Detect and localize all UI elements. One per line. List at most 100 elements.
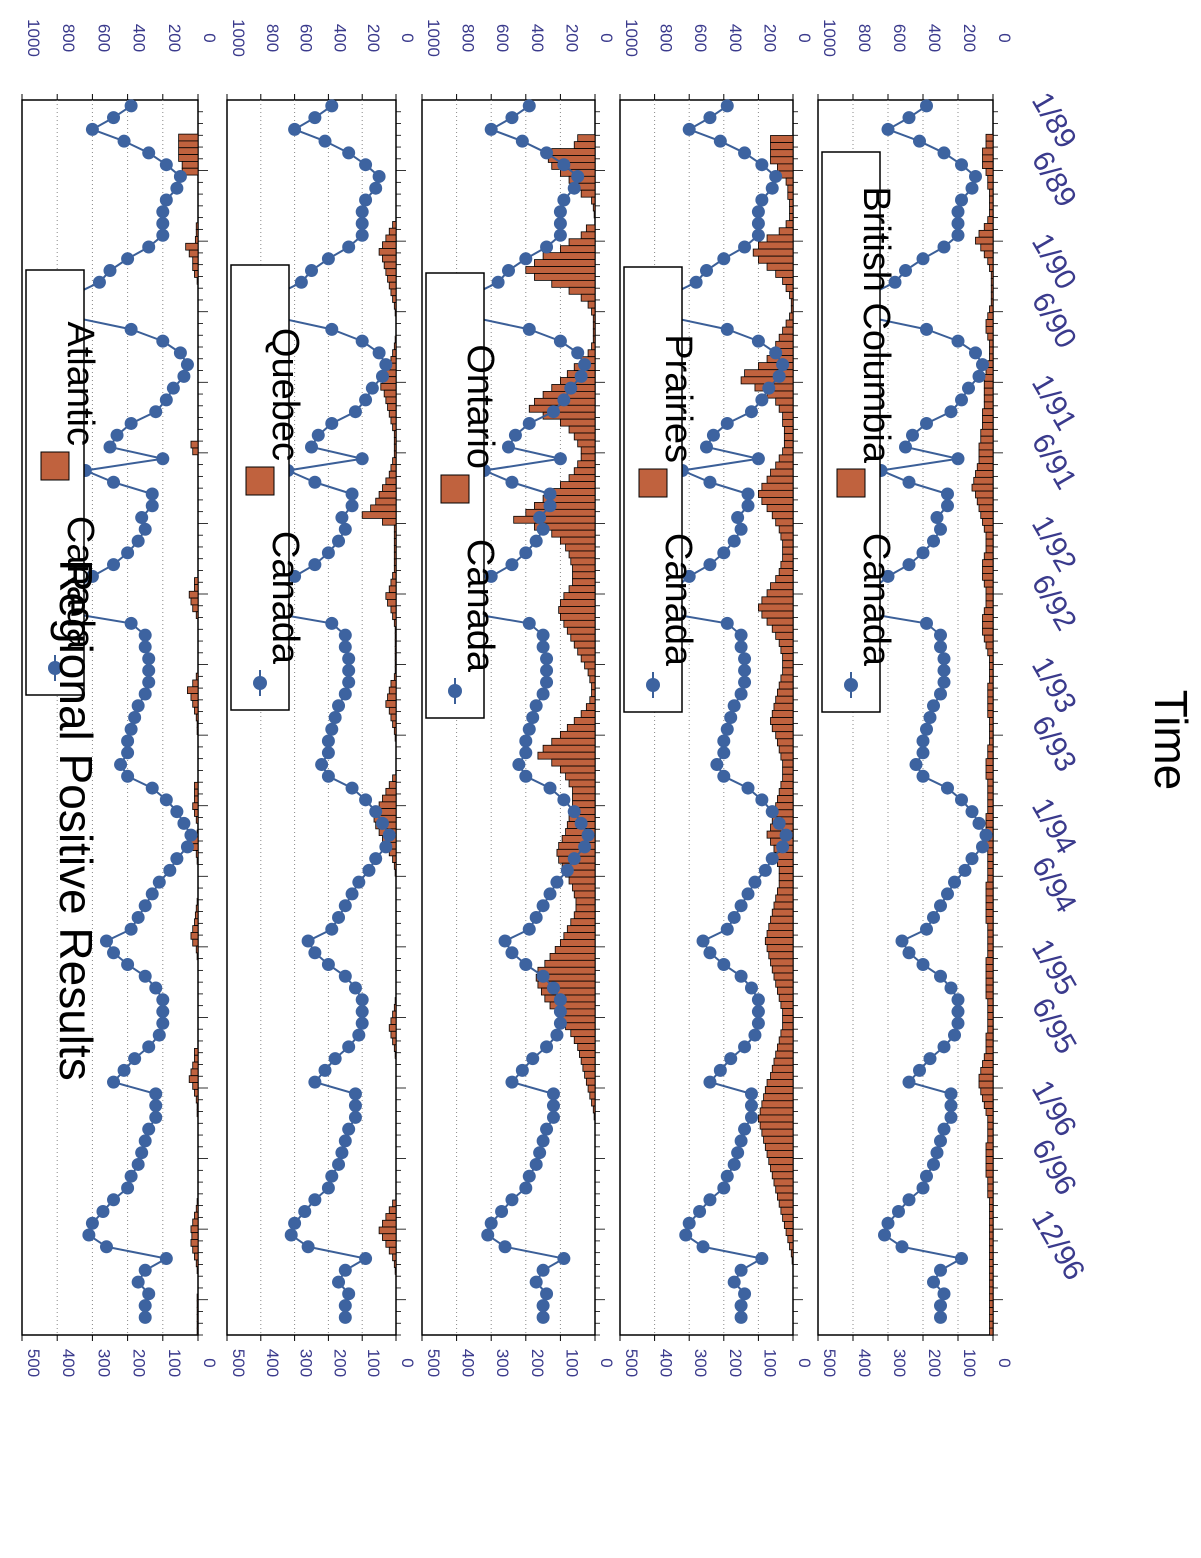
canada-point [906, 428, 919, 442]
canada-point [557, 1252, 571, 1266]
canada-point [944, 1099, 958, 1113]
region-bar [775, 575, 794, 584]
canada-point [720, 922, 734, 936]
canada-point [578, 358, 592, 372]
region-bar [985, 964, 994, 972]
canada-point [546, 1099, 560, 1113]
canada-point [738, 1287, 752, 1301]
left-axis-tick: 200 [528, 1349, 547, 1377]
canada-point [578, 840, 592, 854]
canada-point [332, 1157, 346, 1171]
region-bar [761, 1128, 794, 1137]
right-axis-tick: 200 [760, 24, 779, 52]
canada-point [138, 640, 152, 654]
canada-point [308, 946, 322, 960]
canada-point [734, 1310, 748, 1324]
region-bar [565, 1022, 596, 1031]
canada-point [114, 758, 128, 772]
canada-point [328, 1052, 342, 1066]
canada-point [902, 1193, 916, 1207]
canada-point [131, 699, 145, 713]
right-axis-tick: 600 [94, 24, 113, 52]
region-bar [563, 932, 596, 940]
region-bar [194, 1054, 199, 1063]
right-axis-tick: 400 [925, 24, 944, 52]
region-bar [780, 1206, 794, 1215]
canada-point [124, 1169, 138, 1183]
region-bar [983, 250, 994, 259]
region-bar [983, 607, 994, 615]
canada-point [550, 875, 564, 889]
region-bar [534, 273, 596, 281]
region-bar [188, 590, 199, 599]
left-axis-tick: 0 [995, 1358, 1014, 1367]
region-bar [579, 1050, 596, 1058]
region-bar [778, 404, 794, 413]
region-bar [568, 286, 596, 295]
region-bar [394, 659, 397, 668]
canada-point [369, 181, 383, 195]
canada-point [738, 652, 752, 666]
region-bar [985, 888, 994, 897]
region-bar [394, 625, 397, 634]
canada-point [498, 934, 512, 948]
canada-point [308, 1193, 322, 1207]
x-axis-tick: 1/89 [1025, 87, 1083, 154]
canada-point [121, 769, 135, 783]
region-bar [985, 895, 994, 904]
canada-point [741, 781, 755, 795]
region-bar [759, 1107, 794, 1116]
canada-point [927, 910, 940, 924]
region-bar [782, 418, 794, 427]
right-axis-tick: 200 [562, 24, 581, 52]
canada-point [937, 663, 951, 677]
region-bar [987, 1115, 994, 1123]
canada-point [338, 969, 352, 983]
canada-point [934, 522, 947, 536]
canada-point [142, 663, 156, 677]
canada-point [495, 1205, 509, 1218]
canada-point [325, 1169, 339, 1183]
canada-point [703, 111, 717, 125]
region-bar [196, 720, 199, 729]
canada-point [342, 1040, 356, 1054]
canada-point [325, 322, 339, 336]
region-bar [771, 1064, 794, 1073]
legend-box [821, 151, 881, 713]
region-bar [591, 307, 596, 316]
region-bar [388, 1024, 397, 1032]
region-bar [393, 302, 397, 310]
legend: Canada Prairies [623, 266, 699, 713]
region-bar [580, 231, 596, 240]
left-axis-tick: 300 [890, 1349, 909, 1377]
canada-point [731, 511, 745, 525]
canada-point [536, 1134, 550, 1148]
canada-point [546, 981, 560, 995]
region-bar [980, 1087, 994, 1096]
left-axis-tick: 300 [691, 1349, 710, 1377]
region-bar [770, 149, 794, 158]
canada-point [321, 734, 335, 748]
region-bar [196, 856, 199, 865]
canada-point [149, 1110, 163, 1124]
canada-point [553, 334, 567, 348]
canada-point [121, 746, 135, 760]
region-bar [778, 333, 794, 342]
region-bar [196, 1314, 199, 1322]
canada-point [962, 381, 975, 395]
canada-point [335, 1146, 349, 1160]
canada-point [540, 240, 554, 254]
canada-point [355, 993, 369, 1007]
canada-point [969, 346, 982, 360]
canada-point [156, 993, 170, 1007]
x-axis-tick: 1/91 [1025, 369, 1083, 436]
canada-point [338, 1310, 352, 1324]
region-bar [777, 1043, 794, 1052]
canada-point [557, 393, 571, 407]
canada-point [902, 111, 916, 125]
region-bar [394, 639, 397, 648]
region-bar [982, 573, 994, 581]
region-bar [989, 346, 994, 355]
region-bar [780, 646, 794, 655]
legend-bar-swatch [638, 468, 668, 498]
